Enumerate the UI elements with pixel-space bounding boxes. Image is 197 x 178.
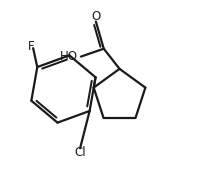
Text: Cl: Cl [74,146,86,159]
Text: O: O [91,10,100,23]
Text: F: F [28,40,34,53]
Text: HO: HO [60,50,78,63]
